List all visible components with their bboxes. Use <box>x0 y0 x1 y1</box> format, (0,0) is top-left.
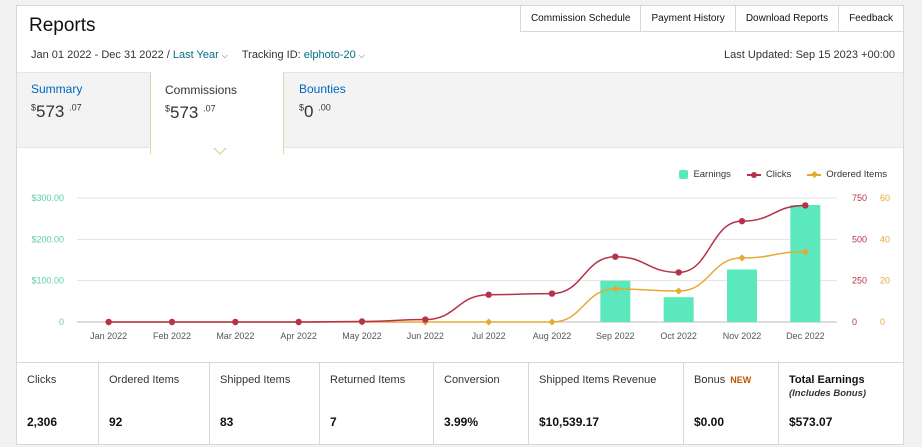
stat-ordered-items: Ordered Items 92 <box>99 363 210 444</box>
earnings-swatch <box>679 170 689 179</box>
stat-shipped-revenue: Shipped Items Revenue $10,539.17 <box>529 363 684 444</box>
ordered-items-point <box>485 318 493 326</box>
y-left-tick: $200.00 <box>31 234 64 244</box>
y-left-tick: $100.00 <box>31 276 64 286</box>
tab-summary-value: $573 .07 <box>31 102 82 121</box>
stat-conversion: Conversion 3.99% <box>434 363 529 444</box>
download-reports-link[interactable]: Download Reports <box>734 5 840 32</box>
date-preset: Last Year <box>172 49 219 61</box>
stat-bonus: Bonus NEW $0.00 <box>684 363 779 444</box>
tab-commissions-label: Commissions <box>165 83 238 97</box>
y-right-clicks-tick: 250 <box>852 276 867 286</box>
clicks-point <box>358 318 366 325</box>
payment-history-link[interactable]: Payment History <box>640 5 736 32</box>
clicks-point <box>232 318 239 326</box>
clicks-point <box>548 290 556 297</box>
stat-returned-items: Returned Items 7 <box>320 363 434 444</box>
x-tick-label: Jun 2022 <box>407 331 444 341</box>
earnings-bar <box>727 269 757 322</box>
x-tick-label: Feb 2022 <box>153 331 191 341</box>
tab-bounties[interactable]: Bounties $0 .00 <box>299 82 346 122</box>
x-tick-label: Sep 2022 <box>596 331 635 341</box>
new-badge: NEW <box>730 375 752 385</box>
top-links: Commission Schedule Payment History Down… <box>519 5 904 32</box>
active-tab-caret <box>213 147 227 155</box>
earnings-bar <box>663 297 694 322</box>
x-tick-label: Jul 2022 <box>472 331 506 341</box>
stat-shipped-items: Shipped Items 83 <box>210 363 320 444</box>
x-tick-label: Mar 2022 <box>216 331 254 341</box>
y-left-tick: $300.00 <box>31 193 64 203</box>
clicks-line <box>108 204 806 323</box>
clicks-point <box>168 318 176 326</box>
report-tabs: Summary $573 .07 Commissions $573 .07 Bo… <box>17 72 903 154</box>
y-right-clicks-tick: 500 <box>852 234 867 244</box>
reports-panel: Reports Commission Schedule Payment Hist… <box>16 5 904 445</box>
chart-legend: Earnings Clicks Ordered Items <box>679 169 887 180</box>
legend-clicks[interactable]: Clicks <box>746 169 791 180</box>
chevron-down-icon: ⌵ <box>221 51 228 60</box>
y-right-ordered-tick: 60 <box>880 193 890 203</box>
y-right-ordered-tick: 40 <box>880 234 890 244</box>
tab-summary[interactable]: Summary $573 .07 <box>31 82 82 122</box>
tab-summary-label: Summary <box>31 82 83 96</box>
date-range-text: Jan 01 2022 - Dec 31 2022 / <box>31 49 173 61</box>
y-right-ordered-tick: 20 <box>880 276 890 286</box>
y-right-clicks-tick: 750 <box>852 193 867 203</box>
tab-bounties-value: $0 .00 <box>299 102 331 121</box>
earnings-bar <box>790 205 821 322</box>
date-range-dropdown[interactable]: Jan 01 2022 - Dec 31 2022 / Last Year ⌵ <box>31 49 228 61</box>
clicks-swatch <box>746 171 761 178</box>
filters-bar: Jan 01 2022 - Dec 31 2022 / Last Year ⌵ T… <box>31 49 365 61</box>
tab-commissions[interactable]: Commissions $573 .07 <box>150 72 284 154</box>
earnings-chart: 0 0 0 $100.00 250 20 $200.00 500 40 $300.00 750 60 J… <box>31 193 890 341</box>
clicks-point <box>675 269 682 276</box>
clicks-point <box>422 316 429 323</box>
tracking-id-value: elphoto-20 <box>303 49 356 61</box>
stats-row: Clicks 2,306 Ordered Items 92 Shipped Item… <box>17 362 903 444</box>
clicks-point <box>802 202 809 209</box>
x-tick-label: May 2022 <box>342 331 382 341</box>
x-tick-label: Nov 2022 <box>723 331 762 341</box>
legend-ordered-items[interactable]: Ordered Items <box>807 169 887 180</box>
legend-earnings[interactable]: Earnings <box>679 169 731 180</box>
chevron-down-icon: ⌵ <box>358 51 365 60</box>
page-title: Reports <box>29 15 96 36</box>
x-tick-label: Jan 2022 <box>90 331 127 341</box>
y-left-tick: 0 <box>59 317 64 327</box>
x-tick-label: Apr 2022 <box>280 331 317 341</box>
stat-clicks: Clicks 2,306 <box>17 363 99 444</box>
ordered-swatch <box>807 170 822 179</box>
clicks-point <box>612 253 619 260</box>
feedback-link[interactable]: Feedback <box>838 5 904 32</box>
ordered-items-point <box>548 318 556 326</box>
tracking-label: Tracking ID: <box>241 49 304 61</box>
tracking-id-dropdown[interactable]: Tracking ID: elphoto-20 ⌵ <box>242 49 365 61</box>
clicks-point <box>738 217 746 225</box>
tab-bounties-label: Bounties <box>299 82 346 96</box>
ordered-items-point <box>801 248 809 256</box>
x-tick-label: Aug 2022 <box>533 331 572 341</box>
stat-total-earnings: Total Earnings (Includes Bonus) $573.07 <box>789 374 867 429</box>
ordered-items-point <box>738 254 746 262</box>
clicks-point <box>485 291 492 298</box>
clicks-point <box>105 318 112 326</box>
ordered-items-line <box>108 250 806 323</box>
ordered-items-point <box>675 287 683 295</box>
tab-commissions-value: $573 .07 <box>165 103 216 122</box>
x-tick-label: Dec 2022 <box>786 331 825 341</box>
ordered-items-point <box>611 285 619 293</box>
last-updated: Last Updated: Sep 15 2023 +00:00 <box>724 49 895 61</box>
x-tick-label: Oct 2022 <box>660 331 697 341</box>
y-right-clicks-tick: 0 <box>852 317 857 327</box>
clicks-point <box>295 318 302 326</box>
y-right-ordered-tick: 0 <box>880 317 885 327</box>
